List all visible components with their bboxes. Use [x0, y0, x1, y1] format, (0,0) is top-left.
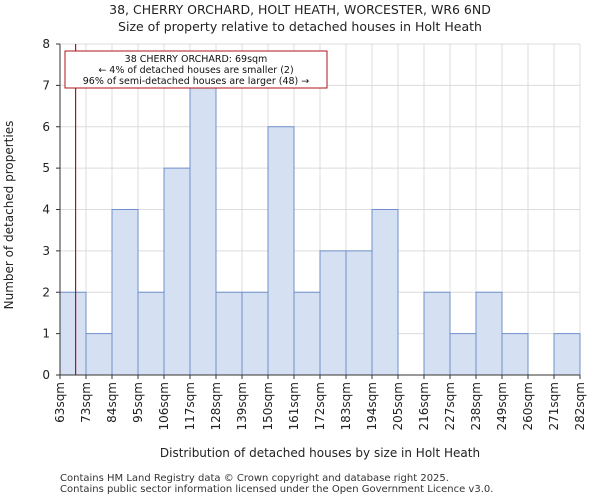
histogram-bar: [85, 333, 113, 376]
histogram-bar: [345, 250, 373, 376]
footer-line-1: Contains HM Land Registry data © Crown c…: [60, 473, 449, 484]
annotation-box-frame: [64, 50, 328, 89]
x-tick-label: 128sqm: [209, 382, 223, 430]
x-tick-label: 63sqm: [53, 382, 67, 423]
x-tick-label: 183sqm: [339, 382, 353, 430]
histogram-bar: [137, 291, 165, 376]
chart-title: 38, CHERRY ORCHARD, HOLT HEATH, WORCESTE…: [109, 2, 491, 17]
x-tick-label: 172sqm: [313, 382, 327, 430]
annotation-box: 38 CHERRY ORCHARD: 69sqm← 4% of detached…: [64, 50, 328, 89]
x-tick-label: 161sqm: [287, 382, 301, 430]
x-axis-label: Distribution of detached houses by size …: [160, 446, 480, 460]
x-tick-labels: 63sqm 73sqm 84sqm 95sqm 106sqm 117sqm 128sqm 13…: [53, 382, 587, 430]
x-tick-label: 271sqm: [547, 382, 561, 430]
x-tick-label: 205sqm: [391, 382, 405, 430]
x-tick-label: 73sqm: [79, 382, 93, 423]
x-tick-label: 84sqm: [105, 382, 119, 423]
histogram-bar: [449, 333, 477, 376]
x-tick-label: 139sqm: [235, 382, 249, 430]
x-tick-label: 117sqm: [183, 382, 197, 430]
x-tick-label: 227sqm: [443, 382, 457, 430]
footer-line-2: Contains public sector information licen…: [60, 484, 494, 495]
bars: [59, 84, 581, 376]
y-tick-label: 3: [42, 244, 50, 258]
x-tick-label: 249sqm: [495, 382, 509, 430]
annotation-line: 38 CHERRY ORCHARD: 69sqm: [125, 54, 268, 65]
histogram-bar: [59, 291, 87, 376]
y-tick-label: 6: [42, 120, 50, 134]
y-tick-label: 5: [42, 161, 50, 175]
x-tick-label: 216sqm: [417, 382, 431, 430]
y-tick-label: 4: [42, 203, 50, 217]
histogram-bar: [319, 250, 347, 376]
x-tick-label: 260sqm: [521, 382, 535, 430]
histogram-bar: [111, 209, 139, 376]
y-tick-label: 1: [42, 327, 50, 341]
annotation-line: 96% of semi-detached houses are larger (…: [83, 76, 310, 87]
y-tick-labels: 0 1 2 3 4 5 6 7 8: [42, 37, 50, 382]
y-axis-label: Number of detached properties: [2, 121, 16, 310]
histogram-bar: [553, 333, 581, 376]
y-tick-label: 0: [42, 368, 50, 382]
histogram-bar: [501, 333, 529, 376]
histogram-bar: [163, 167, 191, 376]
x-tick-label: 282sqm: [573, 382, 587, 430]
x-tick-label: 95sqm: [131, 382, 145, 423]
histogram-bar: [241, 291, 269, 376]
histogram-bar: [293, 291, 321, 376]
axes: [56, 43, 581, 379]
x-tick-label: 106sqm: [157, 382, 171, 430]
x-tick-label: 194sqm: [365, 382, 379, 430]
annotation-line: ← 4% of detached houses are smaller (2): [98, 65, 293, 76]
y-tick-label: 8: [42, 37, 50, 51]
histogram-bar: [267, 126, 295, 376]
histogram-bar: [215, 291, 243, 376]
y-tick-label: 2: [42, 285, 50, 299]
histogram-bar: [189, 84, 217, 376]
x-tick-label: 150sqm: [261, 382, 275, 430]
chart-subtitle: Size of property relative to detached ho…: [118, 19, 482, 34]
histogram-bar: [423, 291, 451, 376]
x-tick-label: 238sqm: [469, 382, 483, 430]
histogram-bar: [475, 291, 503, 376]
y-tick-label: 7: [42, 78, 50, 92]
histogram-bar: [371, 209, 399, 376]
